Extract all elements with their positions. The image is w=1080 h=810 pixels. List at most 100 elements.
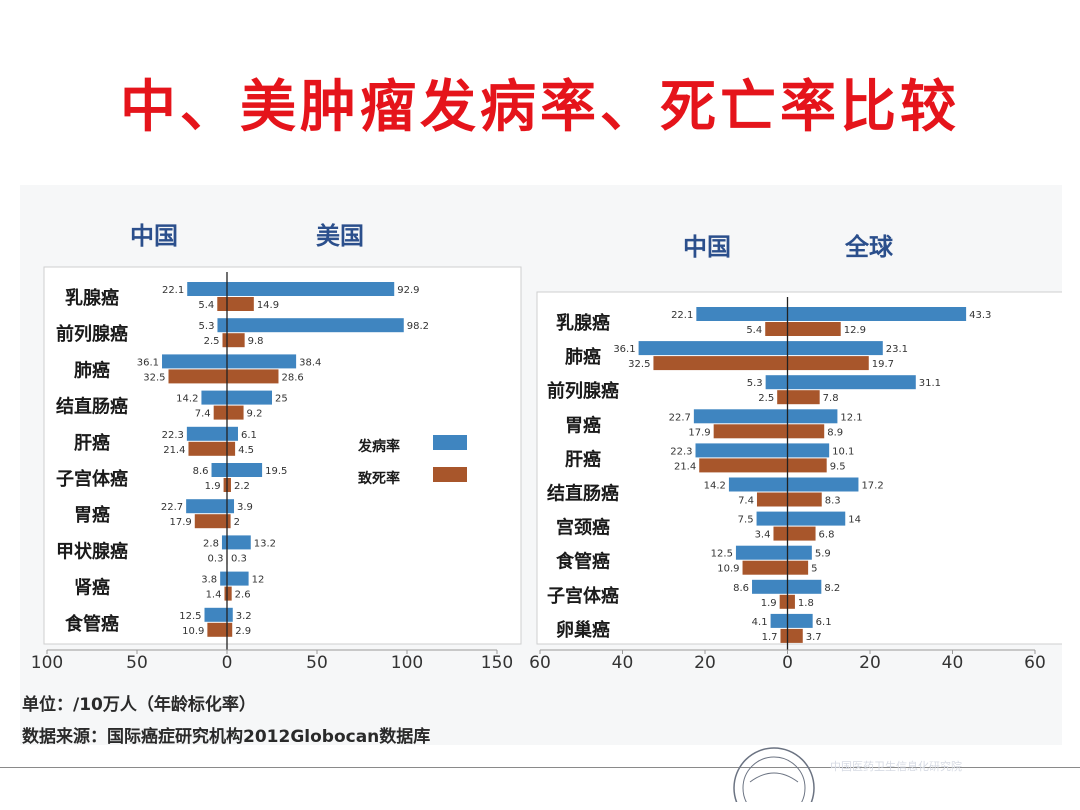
bar-mortality — [222, 333, 245, 348]
value-label-mortality-left: 2.5 — [758, 393, 774, 404]
x-tick-label: 20 — [694, 653, 716, 673]
category-label: 甲状腺癌 — [56, 540, 128, 562]
value-label-mortality-right: 14.9 — [257, 300, 279, 311]
value-label-incidence-left: 5.3 — [747, 378, 763, 389]
value-label-mortality-right: 1.8 — [798, 598, 814, 609]
bar-mortality — [713, 424, 825, 439]
bar-mortality — [168, 369, 279, 384]
bar-incidence — [187, 282, 395, 296]
page-title: 中、美肿瘤发病率、死亡率比较 — [120, 75, 960, 140]
value-label-incidence-right: 25 — [275, 394, 288, 405]
x-tick-label: 20 — [859, 653, 881, 673]
category-label: 子宫体癌 — [547, 585, 619, 607]
value-label-mortality-right: 9.5 — [830, 461, 846, 472]
value-label-incidence-right: 5.9 — [815, 549, 831, 560]
value-label-incidence-left: 7.5 — [738, 515, 754, 526]
chart-figure: 中国 美国 乳腺癌 22.1 92.9 5.4 14.9 前列腺癌 5.3 98.2 2.5 9.8 肺… — [20, 185, 1080, 745]
x-tick-label: 50 — [306, 653, 328, 673]
group-header-right: 美国 — [316, 222, 364, 250]
bar-mortality — [653, 356, 869, 371]
value-label-incidence-right: 13.2 — [254, 538, 276, 549]
value-label-mortality-right: 2.6 — [235, 590, 251, 601]
value-label-mortality-left: 7.4 — [738, 496, 754, 507]
bar-mortality — [207, 622, 233, 637]
bar-incidence — [695, 443, 830, 458]
value-label-incidence-left: 12.5 — [179, 611, 201, 622]
value-label-mortality-right: 19.7 — [872, 359, 894, 370]
legend-label-incidence: 发病率 — [357, 438, 400, 455]
value-label-mortality-right: 2.2 — [234, 481, 250, 492]
value-label-incidence-right: 17.2 — [861, 481, 883, 492]
value-label-incidence-left: 22.1 — [162, 285, 184, 296]
value-label-incidence-left: 4.1 — [752, 617, 768, 628]
x-tick-label: 50 — [126, 653, 148, 673]
value-label-incidence-right: 3.9 — [237, 502, 253, 513]
watermark-text: 中国医药卫生信息化研究院 — [830, 760, 962, 773]
value-label-incidence-right: 8.2 — [824, 583, 840, 594]
unit-footnote: 单位：/10万人（年龄标化率） — [22, 695, 256, 715]
value-label-mortality-left: 0.3 — [208, 553, 224, 564]
legend-swatch-incidence — [433, 435, 467, 450]
value-label-mortality-left: 2.5 — [204, 336, 220, 347]
footer-divider — [0, 767, 1080, 768]
value-label-incidence-left: 3.8 — [201, 575, 217, 586]
value-label-mortality-right: 0.3 — [231, 553, 247, 564]
bar-incidence — [765, 375, 916, 390]
seal-logo-icon — [733, 747, 815, 802]
category-label: 肾癌 — [74, 577, 110, 599]
x-tick-label: 100 — [31, 653, 63, 673]
value-label-mortality-right: 2 — [234, 517, 240, 528]
value-label-incidence-left: 22.7 — [669, 412, 691, 423]
value-label-mortality-right: 9.2 — [247, 409, 263, 420]
value-label-mortality-right: 12.9 — [844, 325, 866, 336]
bar-mortality — [213, 405, 244, 420]
x-tick-label: 40 — [612, 653, 634, 673]
category-label: 乳腺癌 — [65, 287, 119, 309]
bar-incidence — [162, 354, 297, 369]
value-label-mortality-right: 3.7 — [806, 632, 822, 643]
category-label: 肝癌 — [74, 432, 110, 454]
value-label-mortality-right: 6.8 — [819, 530, 835, 541]
value-label-incidence-left: 14.2 — [704, 481, 726, 492]
legend-label-mortality: 致死率 — [358, 470, 400, 487]
category-label: 前列腺癌 — [56, 323, 128, 345]
category-label: 肺癌 — [565, 346, 601, 368]
value-label-mortality-left: 3.4 — [755, 530, 771, 541]
value-label-incidence-right: 12 — [252, 575, 265, 586]
x-tick-label: 40 — [942, 653, 964, 673]
bar-mortality — [756, 492, 822, 507]
bar-incidence — [221, 535, 251, 550]
bar-incidence — [735, 545, 812, 560]
category-label: 肺癌 — [74, 359, 110, 381]
value-label-incidence-left: 14.2 — [176, 394, 198, 405]
category-label: 食管癌 — [64, 613, 119, 635]
value-label-incidence-left: 8.6 — [733, 583, 749, 594]
value-label-incidence-right: 92.9 — [397, 285, 419, 296]
value-label-incidence-left: 36.1 — [137, 357, 159, 368]
group-header-right: 全球 — [844, 233, 894, 261]
bar-incidence — [217, 318, 404, 333]
bar-mortality — [194, 514, 231, 529]
value-label-mortality-left: 10.9 — [717, 564, 739, 575]
category-label: 乳腺癌 — [556, 312, 610, 334]
value-label-incidence-right: 6.1 — [816, 617, 832, 628]
x-tick-label: 0 — [222, 653, 233, 673]
value-label-mortality-left: 5.4 — [198, 300, 214, 311]
bar-incidence — [211, 463, 263, 477]
category-label: 前列腺癌 — [547, 380, 619, 402]
bar-mortality — [224, 586, 232, 601]
value-label-incidence-right: 23.1 — [886, 344, 908, 355]
value-label-mortality-left: 5.4 — [746, 325, 762, 336]
value-label-incidence-left: 2.8 — [203, 538, 219, 549]
bar-mortality — [188, 441, 236, 456]
value-label-mortality-left: 17.9 — [688, 427, 710, 438]
value-label-mortality-right: 8.9 — [827, 427, 843, 438]
value-label-mortality-left: 7.4 — [195, 409, 211, 420]
x-tick-label: 60 — [1024, 653, 1046, 673]
x-tick-label: 60 — [529, 653, 551, 673]
value-label-incidence-right: 6.1 — [241, 430, 257, 441]
value-label-mortality-right: 4.5 — [238, 445, 254, 456]
bar-mortality — [777, 390, 820, 405]
value-label-mortality-left: 1.7 — [762, 632, 778, 643]
